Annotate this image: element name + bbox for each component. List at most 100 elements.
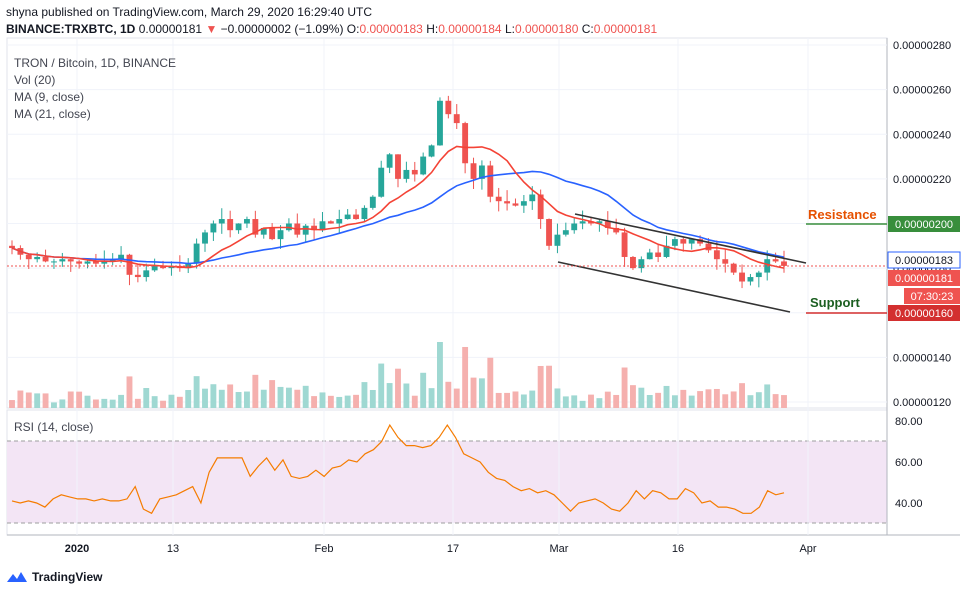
volume-bar <box>613 394 620 408</box>
candle-body <box>126 254 133 275</box>
candle-body <box>604 221 611 228</box>
volume-bar <box>537 365 544 408</box>
open-label: O: <box>346 22 360 36</box>
candle-body <box>663 245 670 257</box>
volume-bar <box>202 388 208 408</box>
volume-bar <box>604 391 611 408</box>
candle-body <box>596 221 603 224</box>
volume-bar <box>160 400 166 408</box>
candle-body <box>143 270 150 278</box>
price-tick-label: 0.00000240 <box>893 129 951 141</box>
volume-bar <box>218 389 225 408</box>
candle-body <box>520 201 527 206</box>
ma21-legend[interactable]: MA (21, close) <box>14 107 91 121</box>
time-tick-label: Apr <box>799 543 816 555</box>
volume-bar <box>84 395 91 408</box>
candle-body <box>428 145 435 157</box>
candle-body <box>495 196 502 202</box>
ma-price-text: 0.00000183 <box>895 255 953 267</box>
candle-body <box>395 154 401 179</box>
volume-bar <box>478 378 485 408</box>
candle-body <box>25 254 32 260</box>
price-tick-label: 0.00000260 <box>893 85 951 97</box>
volume-bar <box>453 388 460 408</box>
volume-bar <box>445 381 452 408</box>
tradingview-logo-icon <box>7 572 27 582</box>
volume-bar <box>9 400 15 408</box>
candle-body <box>772 259 779 262</box>
candle-body <box>42 256 49 262</box>
candle-body <box>722 259 729 264</box>
volume-bar <box>185 390 192 408</box>
symbol-label[interactable]: BINANCE:TRXBTC, 1D <box>6 22 136 36</box>
volume-bar <box>235 392 242 408</box>
candle-body <box>747 277 754 282</box>
candle-body <box>445 100 452 115</box>
volume-bar <box>671 395 678 408</box>
volume-bar <box>470 377 477 408</box>
close-value: 0.00000181 <box>593 22 658 36</box>
volume-bar <box>571 395 578 408</box>
volume-bar <box>713 388 720 408</box>
volume-bar <box>210 384 217 408</box>
resistance-trendline[interactable] <box>574 213 807 264</box>
volume-bar <box>134 398 141 408</box>
volume-bar <box>755 392 762 408</box>
volume-bar <box>59 399 66 408</box>
candle-body <box>453 114 460 124</box>
candle-body <box>537 194 544 220</box>
tradingview-logo[interactable]: TradingView <box>6 570 102 584</box>
volume-bar <box>336 396 343 408</box>
candle-body <box>193 243 200 264</box>
candle-body <box>512 203 519 206</box>
volume-bar <box>663 385 670 408</box>
candle-body <box>244 219 250 224</box>
volume-bar <box>193 376 200 408</box>
candle-body <box>336 219 343 224</box>
time-tick-label: 13 <box>167 543 179 555</box>
volume-bar <box>302 385 309 408</box>
candle-body <box>311 225 318 231</box>
candle-body <box>680 239 687 244</box>
resistance-price-text: 0.00000200 <box>895 219 953 231</box>
volume-bar <box>437 341 443 408</box>
price-tick-label: 0.00000120 <box>893 397 951 409</box>
candle-body <box>613 227 620 233</box>
ma9-legend[interactable]: MA (9, close) <box>14 90 85 104</box>
rsi-legend[interactable]: RSI (14, close) <box>14 420 94 434</box>
last-price-tag <box>888 270 960 286</box>
volume-bar <box>487 357 494 408</box>
chart-title[interactable]: TRON / Bitcoin, 1D, BINANCE <box>14 56 177 70</box>
candle-body <box>277 230 284 240</box>
volume-bar <box>395 368 401 408</box>
candle-body <box>378 167 385 197</box>
rsi-tick-label: 40.00 <box>895 498 923 510</box>
volume-bar <box>269 380 276 408</box>
volume-bar <box>42 393 49 408</box>
time-tick-label: 16 <box>672 543 684 555</box>
candle-body <box>529 194 536 202</box>
candle-body <box>118 254 125 260</box>
volume-bar <box>512 391 519 408</box>
candle-body <box>755 272 762 278</box>
volume-bar <box>344 395 351 408</box>
volume-bar <box>646 394 653 408</box>
candle-body <box>571 223 578 231</box>
volume-bar <box>327 395 334 408</box>
support-trendline[interactable] <box>557 261 791 313</box>
low-value: 0.00000180 <box>514 22 579 36</box>
candle-body <box>713 250 720 260</box>
volume-bar <box>747 395 754 408</box>
volume-bar <box>319 392 326 408</box>
ma21-line <box>11 170 785 265</box>
brand-name: TradingView <box>32 570 103 584</box>
candle-body <box>302 225 309 235</box>
vol-legend[interactable]: Vol (20) <box>14 73 56 87</box>
rsi-line <box>11 423 785 515</box>
volume-bar <box>697 391 704 408</box>
candle-body <box>344 214 351 220</box>
high-label: H: <box>426 22 439 36</box>
candle-body <box>420 156 427 175</box>
ma-price-tag <box>887 251 961 269</box>
